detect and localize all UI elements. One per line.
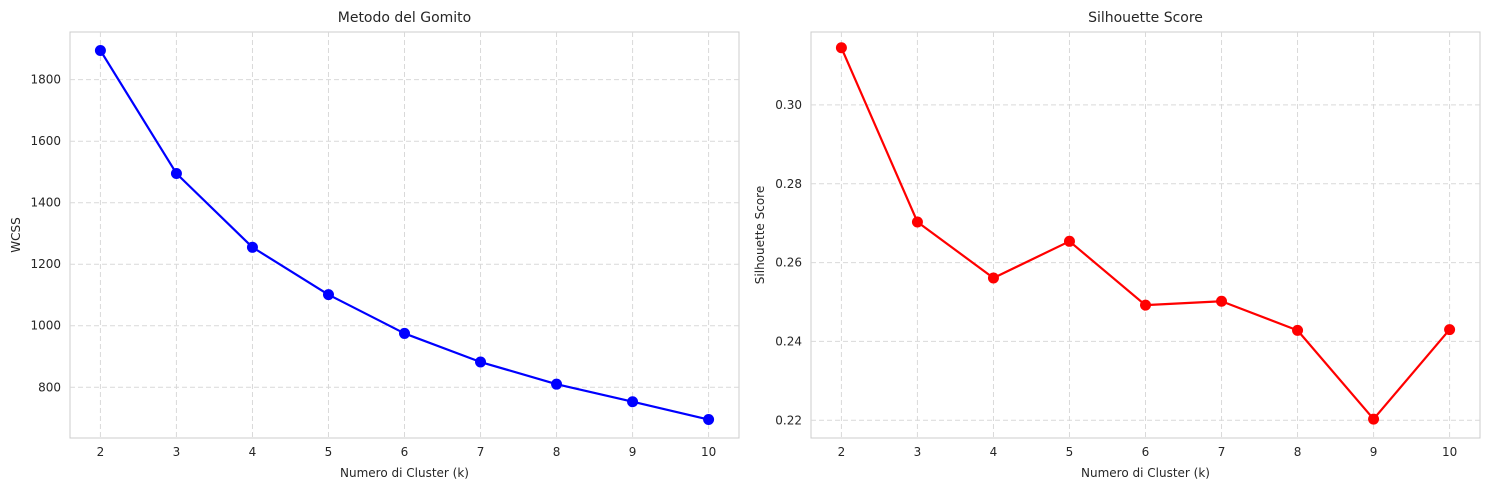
data-point <box>703 414 715 426</box>
silhouette-score-chart: 2 3 4 5 6 7 8 9 10 0.22 0.24 0.26 0.28 0.30 Silhouet… <box>753 10 1481 480</box>
chart-title: Silhouette Score <box>1088 10 1203 26</box>
x-tick-label: 7 <box>477 445 485 459</box>
x-axis-label: Numero di Cluster (k) <box>1081 466 1210 480</box>
y-tick-label: 0.28 <box>775 177 802 191</box>
data-point <box>1063 235 1075 247</box>
y-tick-labels: 0.22 0.24 0.26 0.28 0.30 <box>775 98 802 427</box>
x-tick-label: 5 <box>1066 445 1074 459</box>
y-tick-label: 1400 <box>30 196 61 210</box>
data-point <box>627 396 639 408</box>
y-tick-label: 0.22 <box>775 413 802 427</box>
data-point <box>475 356 487 368</box>
data-point <box>1216 295 1228 307</box>
x-tick-label: 2 <box>838 445 846 459</box>
x-tick-label: 5 <box>325 445 333 459</box>
data-point <box>1368 413 1380 425</box>
data-point <box>246 241 258 253</box>
x-tick-label: 2 <box>97 445 105 459</box>
x-tick-label: 3 <box>914 445 922 459</box>
x-tick-label: 6 <box>401 445 409 459</box>
series <box>94 44 715 426</box>
x-tick-label: 7 <box>1218 445 1226 459</box>
x-tick-label: 4 <box>990 445 998 459</box>
chart-title: Metodo del Gomito <box>338 10 472 26</box>
grid <box>811 32 1480 438</box>
x-tick-label: 10 <box>1442 445 1457 459</box>
y-tick-label: 0.24 <box>775 334 802 348</box>
elbow-method-chart: 2 3 4 5 6 7 8 9 10 800 1000 1200 1400 1600 1800 Metod… <box>9 10 740 480</box>
series <box>835 42 1456 425</box>
data-point <box>835 42 847 54</box>
y-axis-label: WCSS <box>9 217 23 252</box>
y-tick-label: 1800 <box>30 73 61 87</box>
data-point <box>987 272 999 284</box>
data-point <box>911 216 923 228</box>
x-axis-label: Numero di Cluster (k) <box>340 466 469 480</box>
y-tick-label: 0.30 <box>775 98 802 112</box>
y-tick-label: 1000 <box>30 319 61 333</box>
y-tick-label: 0.26 <box>775 256 802 270</box>
x-tick-label: 10 <box>701 445 716 459</box>
y-axis-label: Silhouette Score <box>753 186 767 284</box>
data-point <box>551 378 563 390</box>
y-tick-labels: 800 1000 1200 1400 1600 1800 <box>30 73 61 395</box>
data-point <box>1292 324 1304 336</box>
data-point <box>1444 324 1456 336</box>
y-tick-label: 1600 <box>30 134 61 148</box>
x-tick-label: 8 <box>1294 445 1302 459</box>
data-point <box>94 44 106 56</box>
x-tick-label: 6 <box>1142 445 1150 459</box>
grid <box>70 32 739 438</box>
y-tick-label: 1200 <box>30 257 61 271</box>
data-point <box>170 167 182 179</box>
x-tick-labels: 2 3 4 5 6 7 8 9 10 <box>97 445 717 459</box>
x-tick-label: 8 <box>553 445 561 459</box>
data-point <box>399 327 410 339</box>
data-point <box>1140 299 1151 311</box>
y-tick-label: 800 <box>38 380 61 394</box>
x-tick-label: 9 <box>629 445 637 459</box>
data-point <box>322 289 334 301</box>
x-tick-label: 3 <box>173 445 181 459</box>
x-tick-label: 4 <box>249 445 257 459</box>
x-tick-label: 9 <box>1370 445 1378 459</box>
x-tick-labels: 2 3 4 5 6 7 8 9 10 <box>838 445 1458 459</box>
